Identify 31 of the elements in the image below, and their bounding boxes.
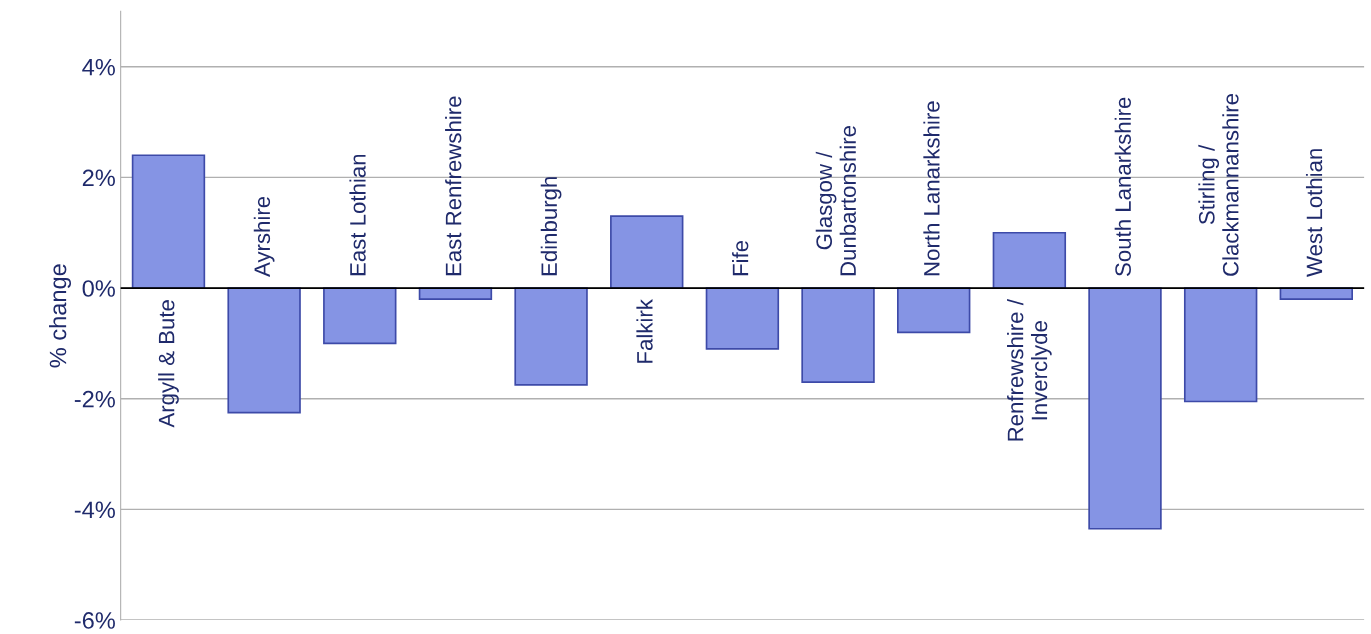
- bar: [801, 287, 875, 383]
- y-tick-label: -4%: [74, 501, 115, 519]
- x-tick-label: South Lanarkshire: [1114, 97, 1131, 276]
- y-tick-label: 4%: [82, 58, 115, 76]
- x-tick-label: North Lanarkshire: [923, 101, 940, 276]
- y-tick-label: 2%: [82, 169, 115, 187]
- bar: [1183, 287, 1258, 403]
- y-tick-label: -2%: [74, 390, 115, 408]
- x-tick-label: Falkirk: [636, 299, 653, 363]
- y-axis-title: % change: [49, 264, 72, 368]
- x-tick-label: Edinburgh: [540, 177, 562, 276]
- bar: [896, 287, 971, 334]
- x-tick-label: East Renfrewshire: [445, 96, 462, 276]
- bar: [610, 215, 684, 289]
- x-tick-label: East Lothian: [349, 154, 366, 276]
- x-tick-label: Renfrewshire / Inverclyde: [1007, 299, 1052, 441]
- y-tick-label: 0%: [82, 280, 115, 297]
- x-tick-label: Glasgow / Dunbartonshire: [815, 126, 856, 276]
- x-tick-label: Argyll & Bute: [158, 300, 179, 428]
- bar: [705, 287, 780, 350]
- bar: [1088, 287, 1162, 530]
- x-tick-label: Fife: [732, 240, 749, 276]
- bar: [323, 287, 397, 345]
- x-tick-label: Ayrshire: [253, 196, 275, 277]
- x-tick-label: West Lothian: [1305, 149, 1323, 277]
- bar: [514, 287, 588, 386]
- y-tick-label: -6%: [74, 612, 115, 629]
- bar: [992, 231, 1067, 289]
- bar: [131, 154, 206, 289]
- bar: [227, 287, 301, 414]
- x-tick-label: Stirling / Clackmannanshire: [1198, 93, 1239, 276]
